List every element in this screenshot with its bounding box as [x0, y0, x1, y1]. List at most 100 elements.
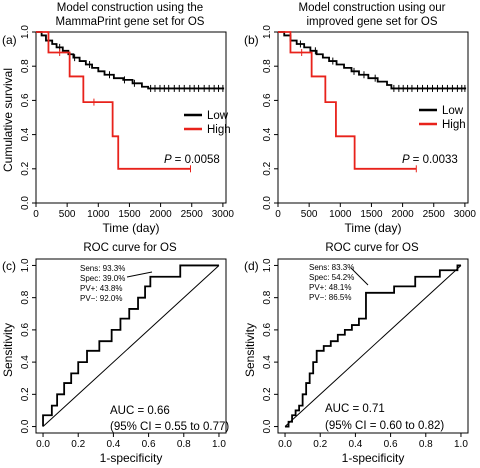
stat-c-sens: Sens: 93.3% [80, 264, 125, 273]
y-tick-label-c: 0.2 [20, 387, 31, 401]
x-tick-label-d: 1.0 [454, 439, 468, 450]
y-tick-label-d: 0.8 [262, 290, 273, 304]
x-tick-label-a: 3000 [212, 209, 235, 220]
stat-c-npv: PV−: 92.0% [80, 294, 122, 303]
panel-label-a: (a) [2, 33, 17, 47]
stat-d-ppv: PV+: 48.1% [309, 283, 351, 292]
y-tick-label-d: 1.0 [262, 258, 273, 272]
x-tick-label-a: 500 [59, 209, 76, 220]
y-tick-label-a: 0.4 [20, 127, 31, 141]
y-tick-label-d: 0.0 [262, 419, 273, 433]
xlabel-b: Time (day) [345, 221, 402, 235]
auc-c: AUC = 0.66 [110, 405, 170, 417]
y-tick-label-c: 0.8 [20, 290, 31, 304]
diagonal-reference-c [42, 265, 220, 427]
plot-frame-b [277, 31, 469, 204]
legend-b-low-label: Low [442, 105, 464, 117]
plot-frame-a [35, 31, 227, 204]
title-b-line2: improved gene set for OS [306, 16, 437, 28]
diagonal-reference-d [284, 265, 462, 427]
y-tick-label-b: 1.0 [262, 25, 273, 39]
title-b-line1: Model construction using our [298, 2, 445, 14]
legend-b-high-label: High [442, 119, 466, 131]
x-tick-label-d: 0.4 [348, 439, 362, 450]
legend-a-high-label: High [207, 124, 231, 136]
x-tick-label-c: 0.6 [142, 439, 156, 450]
stat-d-npv: PV−: 86.5% [309, 293, 351, 302]
y-tick-label-c: 0.6 [20, 323, 31, 337]
roc-curve-c [42, 264, 219, 427]
x-tick-label-b: 0 [275, 209, 281, 220]
chart-marks: 0 500 1000 1500 2000 2500 3000 0.0 0.2 0.4 0.6 0.8 1… [20, 25, 476, 450]
y-tick-label-a: 0.6 [20, 93, 31, 107]
x-tick-label-a: 2000 [149, 209, 172, 220]
x-tick-label-a: 1500 [118, 209, 141, 220]
y-tick-label-a: 1.0 [20, 25, 31, 39]
y-tick-label-a: 0.8 [20, 59, 31, 73]
callout-line-d [350, 267, 369, 286]
y-tick-label-b: 0.0 [262, 196, 273, 210]
y-tick-label-c: 1.0 [20, 258, 31, 272]
km-curve-a-high [36, 31, 191, 170]
xlabel-c: 1-specificity [100, 451, 163, 465]
stat-d-sens: Sens: 83.3% [309, 263, 354, 272]
stat-c-spec: Spec: 39.0% [80, 274, 125, 283]
legend-a: Low High [184, 110, 231, 136]
panel-label-b: (b) [244, 33, 259, 47]
x-tick-label-c: 0.8 [177, 439, 191, 450]
y-tick-label-b: 0.6 [262, 93, 273, 107]
pvalue-a: P = 0.0058 [164, 154, 220, 166]
x-tick-label-b: 500 [301, 209, 318, 220]
x-tick-label-d: 0.6 [384, 439, 398, 450]
x-tick-label-b: 1500 [360, 209, 383, 220]
title-c: ROC curve for OS [83, 242, 177, 254]
panel-label-d: (d) [244, 259, 259, 273]
km-curve-a-low [36, 31, 225, 90]
title-a-line1: Model construction using the [57, 2, 203, 14]
x-tick-label-a: 2500 [181, 209, 204, 220]
title-d: ROC curve for OS [325, 242, 419, 254]
y-tick-label-b: 0.8 [262, 59, 273, 73]
x-tick-label-d: 0.8 [419, 439, 433, 450]
y-tick-label-b: 0.4 [262, 127, 273, 141]
auc-d: AUC = 0.71 [325, 403, 385, 415]
xlabel-d: 1-specificity [342, 451, 405, 465]
y-tick-label-d: 0.4 [262, 355, 273, 369]
ylabel-d: Sensitivity [243, 323, 257, 377]
callout-line-c [126, 271, 153, 278]
pvalue-a-label: P [164, 154, 172, 166]
legend-b: Low High [419, 105, 466, 131]
x-tick-label-b: 1000 [329, 209, 352, 220]
x-tick-label-a: 1000 [87, 209, 110, 220]
title-a-line2: MammaPrint gene set for OS [56, 16, 205, 28]
x-tick-label-b: 3000 [454, 209, 477, 220]
xlabel-a: Time (day) [103, 221, 160, 235]
x-tick-label-d: 0.2 [313, 439, 327, 450]
km-curve-b-low [278, 31, 467, 90]
pvalue-b-value: = 0.0033 [413, 154, 458, 166]
y-tick-label-d: 0.2 [262, 387, 273, 401]
pvalue-b: P = 0.0033 [402, 154, 458, 166]
ci-d: (95% CI = 0.60 to 0.82) [325, 420, 444, 432]
x-tick-label-b: 2000 [391, 209, 414, 220]
x-tick-label-c: 1.0 [212, 439, 226, 450]
ci-c: (95% CI = 0.55 to 0.77) [110, 421, 229, 433]
y-tick-label-a: 0.2 [20, 161, 31, 175]
stat-d-spec: Spec: 54.2% [309, 273, 354, 282]
legend-a-low-label: Low [207, 110, 229, 122]
ylabel-c: Sensitivity [1, 323, 15, 377]
x-tick-label-b: 2500 [423, 209, 446, 220]
x-tick-label-c: 0.0 [36, 439, 50, 450]
y-tick-label-d: 0.6 [262, 323, 273, 337]
pvalue-b-label: P [402, 154, 410, 166]
x-tick-label-c: 0.2 [71, 439, 85, 450]
y-tick-label-c: 0.4 [20, 355, 31, 369]
panel-label-c: (c) [2, 259, 16, 273]
y-tick-label-b: 0.2 [262, 161, 273, 175]
stat-c-ppv: PV+: 43.8% [80, 284, 122, 293]
x-tick-label-d: 0.0 [278, 439, 292, 450]
ylabel-a: Cumulative survival [1, 68, 15, 172]
roc-curve-d [285, 264, 461, 428]
plot-frame-d [277, 258, 469, 434]
